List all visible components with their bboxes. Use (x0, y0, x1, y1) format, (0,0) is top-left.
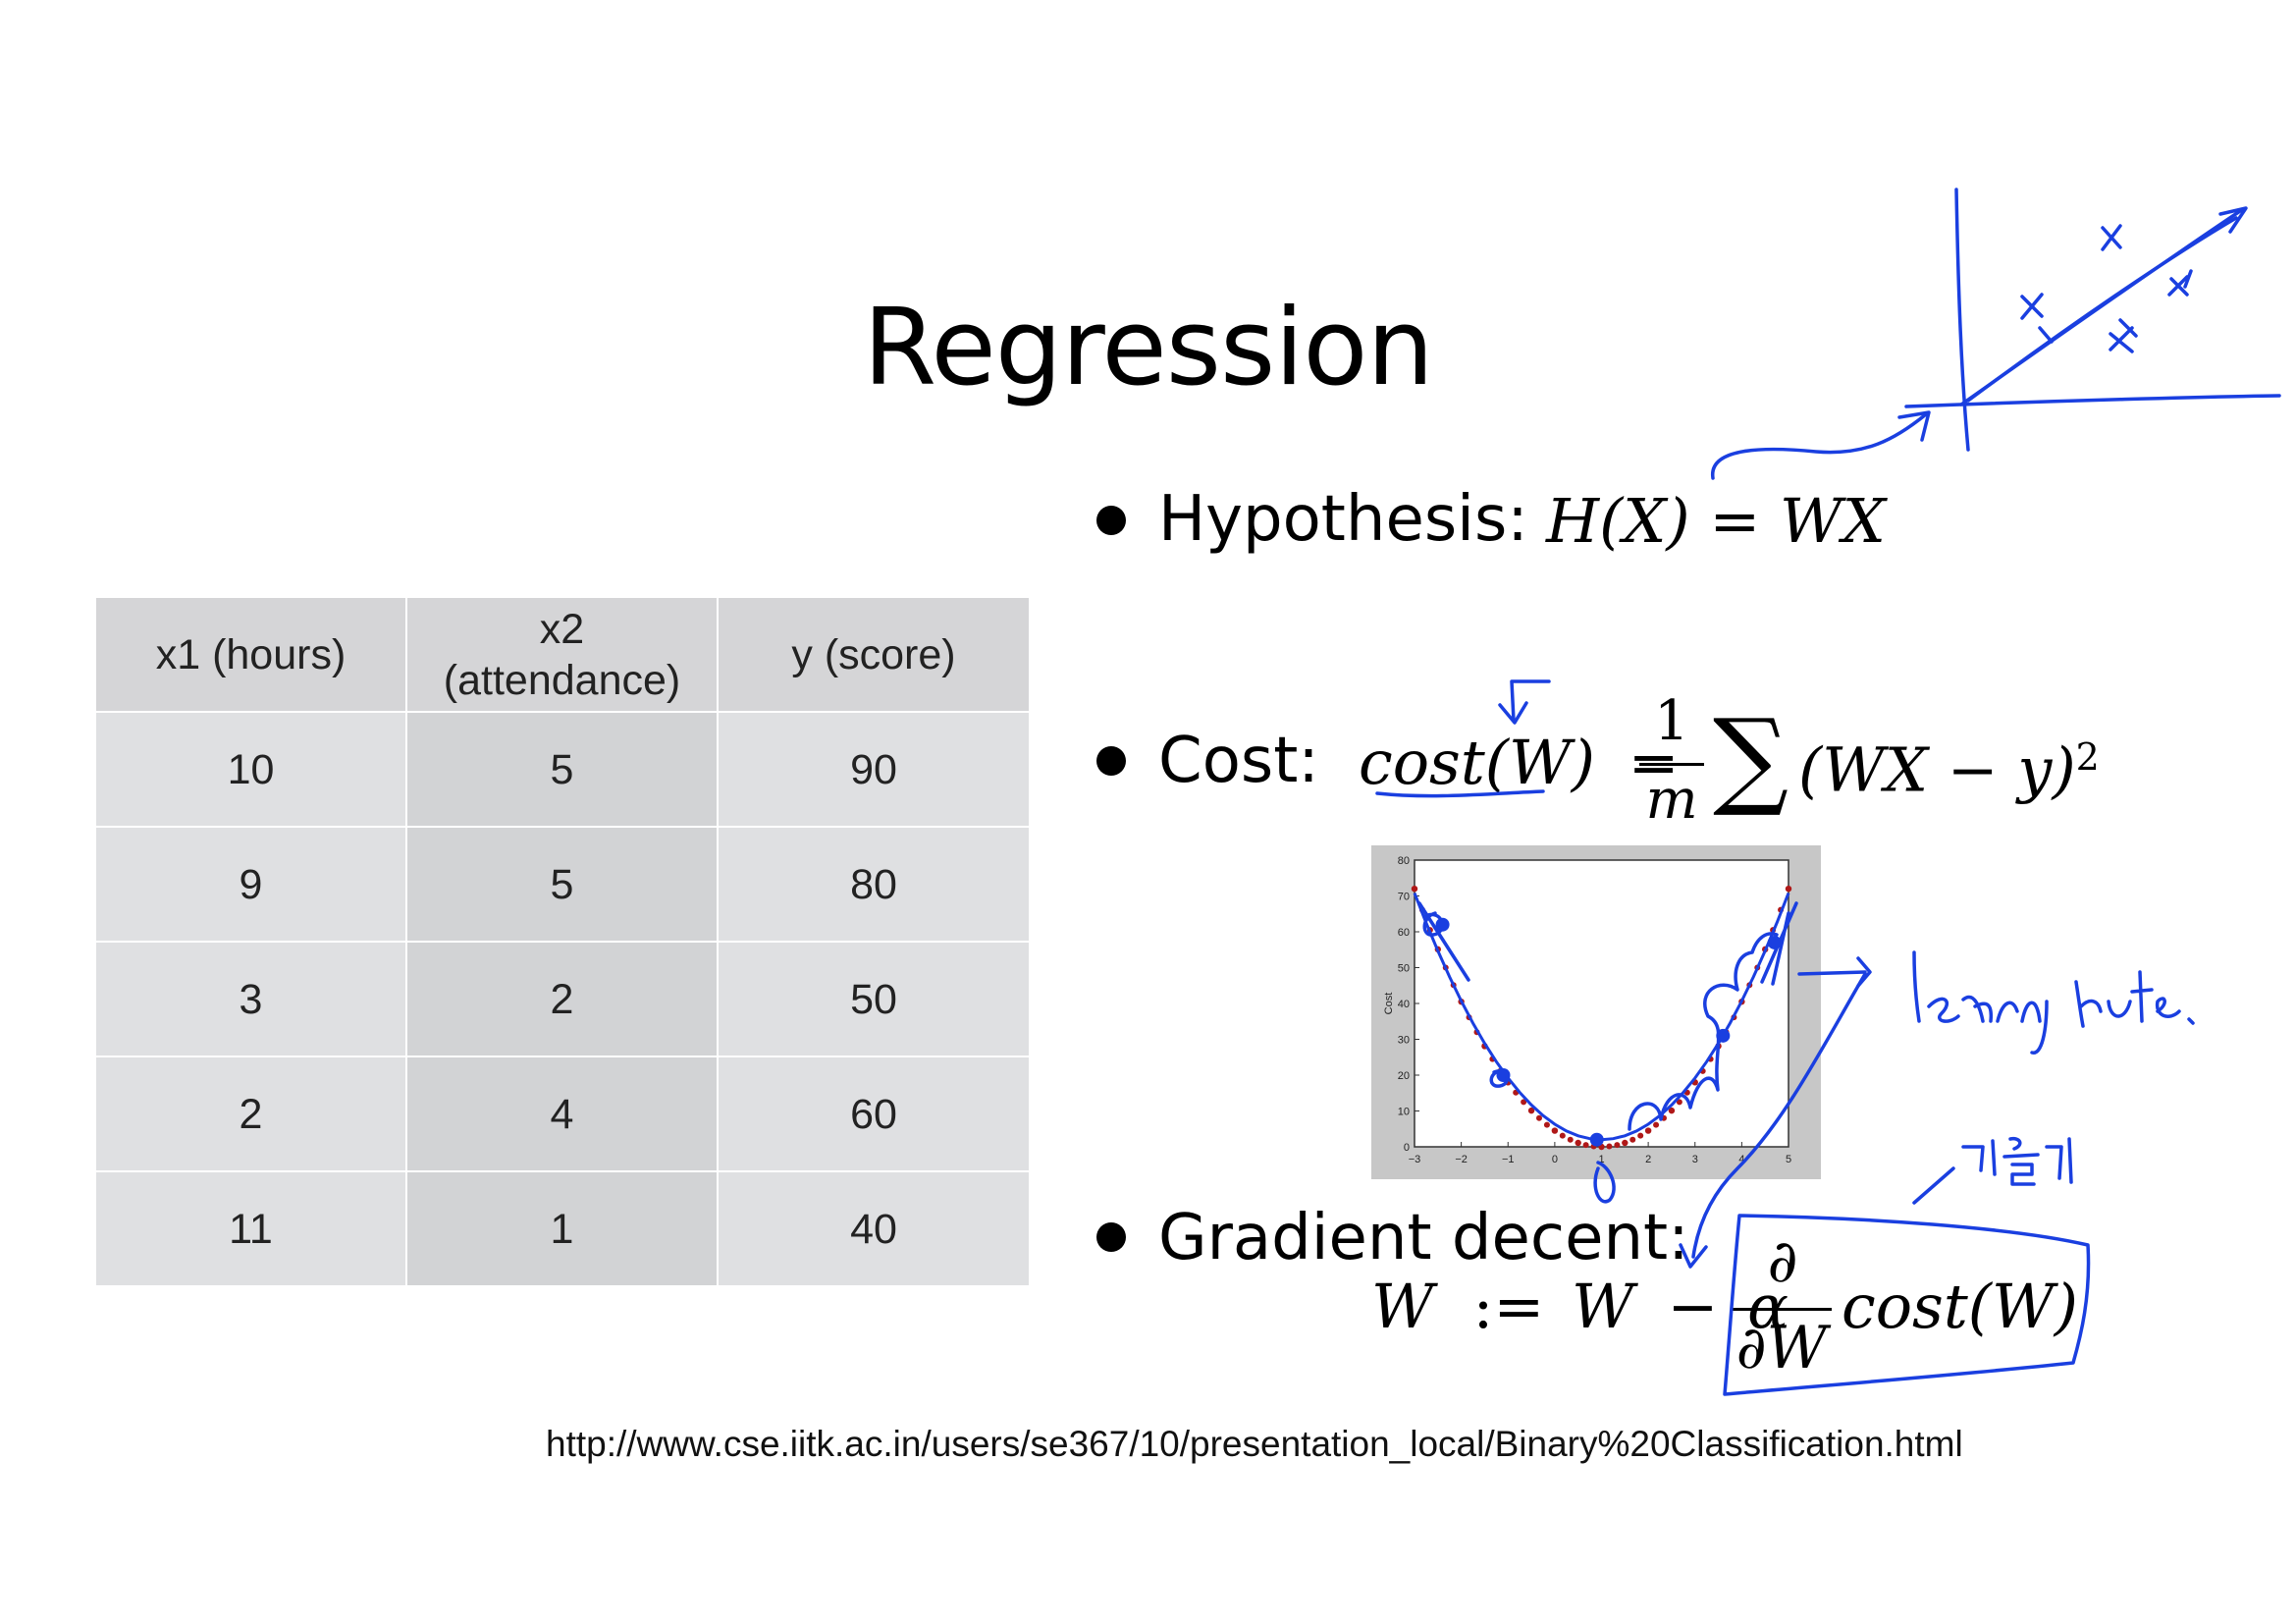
table-row: 3 2 50 (94, 941, 1031, 1057)
table-cell: 1 (405, 1170, 719, 1287)
hypothesis-lhs: H(X) (1546, 485, 1690, 557)
sketch-arrow-head (2218, 206, 2248, 234)
cost-body-text: (WX − y) (1798, 733, 2076, 806)
bullet-dot-gradient (1096, 1222, 1126, 1252)
korean-annotation-text (1912, 1136, 2073, 1205)
gradient-assign: := (1472, 1271, 1545, 1342)
gradient-frac-num: ∂ (1767, 1227, 1798, 1296)
cost-down-arrow-head (1498, 701, 1528, 725)
gradient-frac-line (1732, 1308, 1832, 1311)
table-row: 2 4 60 (94, 1056, 1031, 1172)
hypothesis-formula: H(X) = WX (1546, 485, 1886, 558)
table-row: 9 5 80 (94, 826, 1031, 943)
gradient-tail-text: cost(W) (1842, 1271, 2078, 1342)
table-cell: 50 (717, 941, 1031, 1057)
bullet-dot-cost (1096, 746, 1126, 776)
cost-frac-den: m (1645, 768, 1698, 832)
cost-frac-line (1639, 763, 1704, 766)
table-cell: 2 (405, 941, 719, 1057)
cost-down-arrow (1510, 679, 1551, 723)
cost-frac-num: 1 (1654, 689, 1689, 753)
learning-rate-text (1912, 950, 2195, 1055)
table-cell: 2 (94, 1056, 407, 1172)
gradient-label: Gradient decent: (1158, 1202, 1689, 1274)
table-row: 10 5 90 (94, 711, 1031, 828)
cost-exponent: 2 (2075, 735, 2100, 779)
table-cell: 11 (94, 1170, 407, 1287)
hypothesis-arrow-head (1897, 410, 1931, 442)
bullet-dot-hypothesis (1096, 506, 1126, 535)
source-url: http://www.cse.iitk.ac.in/users/se367/10… (546, 1424, 1963, 1464)
hypothesis-arrow (1711, 412, 1928, 480)
table-cell: 40 (717, 1170, 1031, 1287)
data-table: x1 (hours) x2 (attendance) y (score) 10 5… (94, 596, 1031, 1287)
cost-sum: ∑ (1713, 697, 1789, 820)
cost-eq: = (1628, 727, 1680, 798)
cost-plot-frame (1371, 845, 1821, 1179)
hypothesis-eq: = (1709, 485, 1761, 557)
table-cell: 4 (405, 1056, 719, 1172)
table-cell: 80 (717, 826, 1031, 943)
table-header-row: x1 (hours) x2 (attendance) y (score) (94, 596, 1031, 713)
table-cell: 10 (94, 711, 407, 828)
gradient-w2: W (1572, 1271, 1634, 1342)
hypothesis-rhs: WX (1779, 485, 1886, 557)
table-cell: 5 (405, 826, 719, 943)
cost-body: (WX − y)2 (1798, 721, 2100, 807)
rate-arrow-head (1856, 956, 1872, 988)
table-cell: 9 (94, 826, 407, 943)
header-x2-line1: x2 (539, 605, 585, 653)
table-cell: 90 (717, 711, 1031, 828)
table-cell: 60 (717, 1056, 1031, 1172)
cost-lhs-text: cost(W) (1359, 727, 1595, 798)
sketch-x-mark (2101, 224, 2122, 251)
header-y: y (score) (717, 596, 1031, 713)
gradient-minus: − (1667, 1271, 1719, 1342)
gradient-lhs: W := W − α (1371, 1271, 1789, 1343)
header-x2-line2: (attendance) (443, 656, 681, 704)
cost-lhs: cost(W) = (1359, 727, 1680, 799)
cost-label: Cost: (1158, 725, 1319, 797)
gradient-frac-den: ∂W (1735, 1314, 1828, 1382)
hypothesis-label: Hypothesis: (1158, 483, 1528, 556)
header-x2: x2 (attendance) (405, 596, 719, 713)
gradient-tail: cost(W) (1842, 1271, 2078, 1343)
table-cell: 3 (94, 941, 407, 1057)
table-cell: 5 (405, 711, 719, 828)
header-x1: x1 (hours) (94, 596, 407, 713)
gradient-w1: W (1371, 1271, 1434, 1342)
slide-title: Regression (863, 287, 1434, 409)
table-row: 11 1 40 (94, 1170, 1031, 1287)
